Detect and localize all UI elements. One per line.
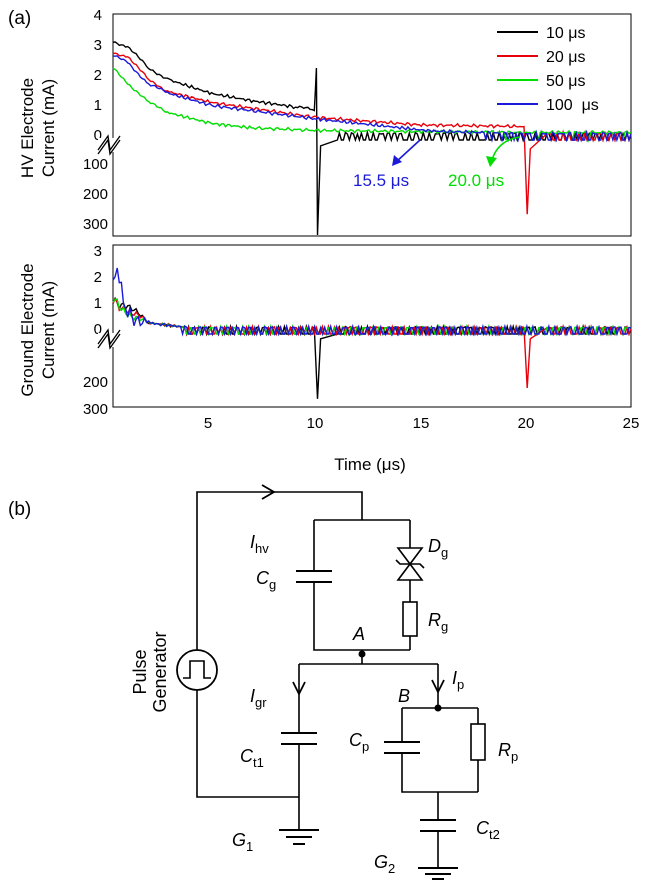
pulse-generator-label-2: Generator (150, 631, 170, 712)
resistor-rg (402, 601, 418, 637)
ground-g2-icon (418, 867, 458, 880)
label-i-p: Ip (452, 668, 464, 692)
top-y-ticks: 4 3 2 1 0 100 200 300 (83, 7, 108, 233)
bottom-tick-2: 2 (94, 269, 102, 286)
bottom-subplot: 3 2 1 0 200 300 Ground Electrode Current… (18, 243, 632, 418)
label-node-a: A (352, 624, 365, 644)
wire-cg-branch (313, 520, 410, 651)
label-r-p: Rp (498, 740, 518, 764)
series-line-ground-20us (112, 297, 632, 389)
x-tick-20: 20 (518, 415, 535, 432)
series-line-hv-100us (112, 55, 632, 143)
legend-label-20us: 20 μs (546, 49, 585, 66)
top-tick-200: 200 (83, 186, 108, 203)
i-hv-arrow-icon (261, 484, 276, 500)
annotation-blue: 15.5 μs (353, 139, 421, 190)
node-a-dot (358, 650, 366, 658)
top-axis-break-icon (97, 134, 121, 156)
top-tick-300: 300 (83, 216, 108, 233)
legend: 10 μs 20 μs 50 μs 100 μs (497, 25, 599, 114)
annotation-green-label: 20.0 μs (448, 171, 504, 190)
series-line-ground-10us (112, 296, 632, 399)
annotation-green: 20.0 μs (448, 136, 521, 190)
top-tick-1: 1 (94, 97, 102, 114)
label-r-g: Rg (428, 610, 448, 634)
x-tick-25: 25 (623, 415, 640, 432)
top-subplot: 4 3 2 1 0 100 200 300 HV Electrode Curre… (18, 7, 632, 237)
wire-node-a (299, 650, 438, 665)
bottom-tick-200: 200 (83, 374, 108, 391)
label-i-hv: Ihv (250, 532, 269, 556)
pulse-generator-icon (176, 649, 218, 691)
legend-label-50us: 50 μs (546, 73, 585, 90)
pulse-generator-label-1: Pulse (130, 649, 150, 694)
legend-label-100us: 100 μs (546, 97, 599, 114)
bottom-plot-frame (112, 244, 632, 408)
ground-g1-icon (279, 829, 319, 845)
label-c-t2: Ct2 (476, 818, 500, 842)
label-c-p: Cp (349, 730, 369, 754)
top-tick-0: 0 (94, 127, 102, 144)
label-c-g: Cg (256, 568, 276, 592)
label-c-t1: Ct1 (240, 746, 264, 770)
resistor-rp (470, 723, 486, 761)
panel-a-label: (a) (8, 8, 31, 29)
x-tick-5: 5 (204, 415, 212, 432)
i-gr-arrow-icon (292, 681, 306, 697)
label-d-g: Dg (428, 536, 448, 560)
series-line-hv-50us (112, 67, 632, 143)
tvs-diode-dg-icon (395, 547, 425, 581)
top-tick-2: 2 (94, 67, 102, 84)
capacitor-ct2 (420, 819, 456, 832)
wire-top (196, 491, 363, 650)
bottom-y-ticks: 3 2 1 0 200 300 (83, 243, 108, 418)
bottom-tick-1: 1 (94, 295, 102, 312)
top-tick-4: 4 (94, 7, 102, 24)
legend-label-10us: 10 μs (546, 25, 585, 42)
wire-ct1-branch (196, 664, 300, 830)
bottom-ylabel-line2: Current (mA) (39, 281, 58, 379)
panel-b-label: (b) (8, 499, 31, 520)
wire-cp-rp (401, 707, 479, 868)
annotation-blue-label: 15.5 μs (353, 171, 409, 190)
series-line-ground-100us (112, 267, 632, 337)
x-axis-ticks: 5 10 15 20 25 (204, 415, 640, 432)
bottom-tick-300: 300 (83, 401, 108, 418)
i-p-arrow-icon (431, 679, 445, 695)
top-ylabel-line1: HV Electrode (18, 78, 37, 178)
bottom-tick-0: 0 (94, 321, 102, 338)
label-g-1: G1 (232, 830, 253, 854)
x-tick-10: 10 (307, 415, 324, 432)
capacitor-ct1 (281, 732, 317, 745)
bottom-tick-3: 3 (94, 243, 102, 260)
top-plot-frame (112, 13, 632, 237)
x-axis-label: Time (μs) (334, 455, 406, 474)
x-tick-15: 15 (413, 415, 430, 432)
top-tick-100: 100 (83, 156, 108, 173)
top-tick-3: 3 (94, 37, 102, 54)
label-i-gr: Igr (250, 686, 267, 710)
top-ylabel-line2: Current (mA) (39, 79, 58, 177)
bottom-ylabel-line1: Ground Electrode (18, 263, 37, 396)
bottom-axis-break-icon (97, 328, 121, 350)
capacitor-cp (384, 741, 420, 754)
capacitor-cg (296, 570, 332, 583)
label-node-b: B (398, 686, 410, 706)
label-g-2: G2 (374, 852, 395, 876)
circuit-diagram: Ihv Cg Dg Rg A Igr Ct1 (130, 484, 518, 880)
bottom-series-group (112, 267, 632, 399)
top-series-group (112, 41, 632, 236)
